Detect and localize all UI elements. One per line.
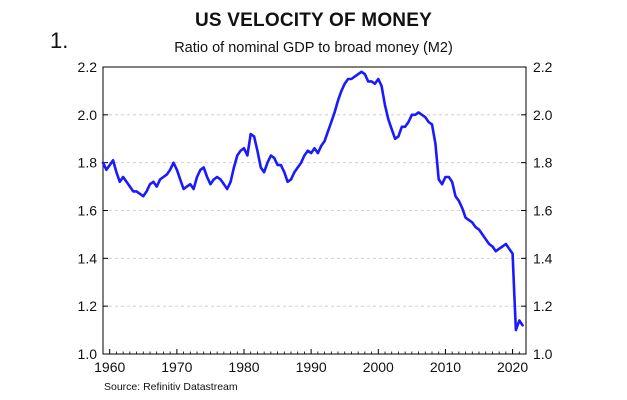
chart-title: US VELOCITY OF MONEY [195, 10, 432, 31]
x-tick-label: 1960 [94, 359, 125, 375]
chart-subtitle: Ratio of nominal GDP to broad money (M2) [174, 40, 453, 56]
y-tick-label-right: 1.4 [533, 250, 553, 266]
x-tick-label: 2000 [363, 359, 394, 375]
left-y-axis-labels: 1.0 1.2 1.4 1.6 1.8 2.0 2.2 [78, 59, 98, 362]
right-y-axis-labels: 1.0 1.2 1.4 1.6 1.8 2.0 2.2 [533, 59, 553, 362]
y-tick-label-left: 1.4 [78, 250, 98, 266]
y-tick-label-right: 1.6 [533, 203, 553, 219]
y-tick-label-right: 1.0 [533, 346, 553, 362]
x-tick-label: 2020 [497, 359, 528, 375]
x-tick-label: 1970 [161, 359, 192, 375]
figure-number: 1. [50, 28, 69, 53]
y-tick-label-left: 1.0 [78, 346, 98, 362]
y-tick-label-right: 1.8 [533, 155, 553, 171]
axis-ticks [102, 66, 527, 355]
x-tick-label: 1980 [228, 359, 259, 375]
y-tick-label-right: 1.2 [533, 298, 553, 314]
x-tick-label: 2010 [430, 359, 461, 375]
x-tick-label: 1990 [296, 359, 327, 375]
y-tick-label-right: 2.2 [533, 59, 553, 75]
y-tick-label-right: 2.0 [533, 107, 553, 123]
velocity-series-line [101, 70, 524, 332]
y-tick-label-left: 1.6 [78, 203, 98, 219]
y-tick-label-left: 1.8 [78, 155, 98, 171]
y-tick-label-left: 2.0 [78, 107, 98, 123]
y-tick-label-left: 1.2 [78, 298, 98, 314]
y-tick-label-left: 2.2 [78, 59, 98, 75]
gridlines [103, 114, 526, 307]
source-note: Source: Refinitiv Datastream [104, 381, 238, 393]
x-axis-labels: 1960 1970 1980 1990 2000 2010 2020 [94, 359, 528, 375]
